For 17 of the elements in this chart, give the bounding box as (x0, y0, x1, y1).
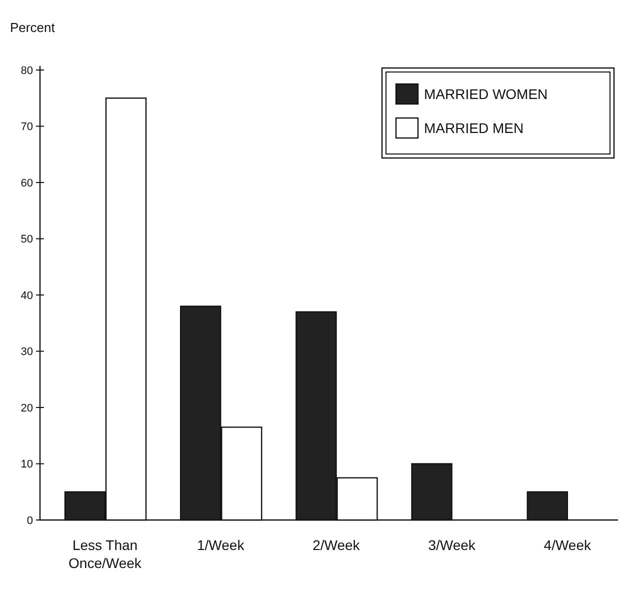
legend-label: MARRIED MEN (424, 120, 524, 136)
y-tick-label: 70 (20, 121, 33, 134)
x-tick-label: 1/Week (196, 537, 246, 553)
y-tick-label: 10 (20, 458, 33, 471)
y-tick-label: 60 (20, 177, 33, 190)
y-tick-label: 20 (20, 402, 33, 414)
legend-label: MARRIED WOMEN (424, 86, 548, 102)
y-tick-label: 0 (26, 514, 33, 527)
x-tick-label: Less Than Once/Week (68, 537, 142, 571)
x-tick-label: 2/Week (312, 537, 361, 553)
x-tick-label: 4/Week (544, 537, 592, 553)
y-tick-label: 30 (20, 346, 33, 358)
y-axis-title: Percent (10, 20, 56, 35)
y-tick-label: 50 (20, 234, 33, 246)
x-tick-label: 3/Week (428, 537, 476, 553)
y-tick-label: 40 (20, 290, 33, 302)
y-tick-label: 80 (20, 64, 33, 77)
